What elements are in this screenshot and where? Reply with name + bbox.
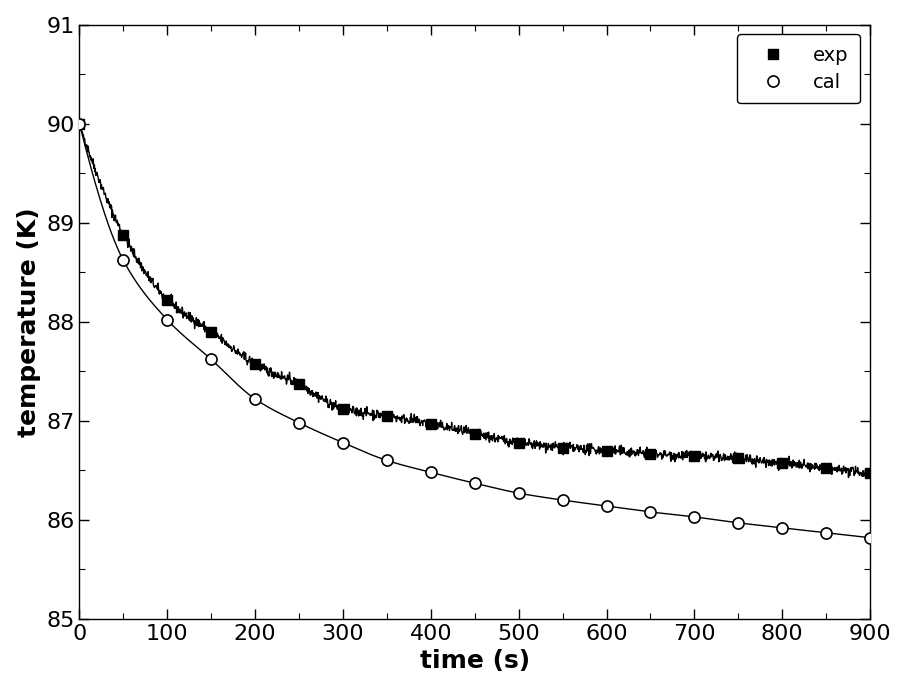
cal — [469, 479, 480, 487]
cal — [733, 519, 744, 527]
Y-axis label: temperature (K): temperature (K) — [16, 207, 41, 437]
cal — [864, 533, 875, 542]
cal — [74, 119, 85, 128]
cal — [645, 508, 656, 516]
exp — [513, 438, 524, 446]
exp — [293, 380, 304, 388]
exp — [425, 420, 436, 428]
exp — [250, 360, 261, 368]
exp — [381, 412, 392, 420]
exp — [864, 469, 875, 477]
cal — [821, 529, 832, 537]
exp — [645, 449, 656, 457]
exp — [162, 296, 173, 304]
exp — [469, 430, 480, 438]
cal — [293, 419, 304, 427]
cal — [118, 256, 129, 264]
cal — [558, 496, 568, 504]
cal — [206, 355, 217, 364]
cal — [425, 469, 436, 477]
Line: exp: exp — [74, 119, 875, 478]
cal — [381, 456, 392, 464]
exp — [558, 444, 568, 452]
Line: cal: cal — [74, 118, 875, 543]
exp — [338, 405, 349, 413]
exp — [601, 446, 612, 455]
cal — [601, 502, 612, 510]
cal — [689, 513, 700, 521]
exp — [74, 119, 85, 128]
exp — [206, 328, 217, 336]
exp — [118, 230, 129, 239]
cal — [776, 524, 787, 532]
Legend: exp, cal: exp, cal — [737, 34, 860, 104]
exp — [776, 460, 787, 468]
cal — [250, 395, 261, 403]
exp — [821, 464, 832, 473]
cal — [162, 315, 173, 324]
cal — [338, 438, 349, 446]
X-axis label: time (s): time (s) — [419, 649, 529, 673]
exp — [733, 454, 744, 462]
cal — [513, 489, 524, 497]
exp — [689, 453, 700, 461]
